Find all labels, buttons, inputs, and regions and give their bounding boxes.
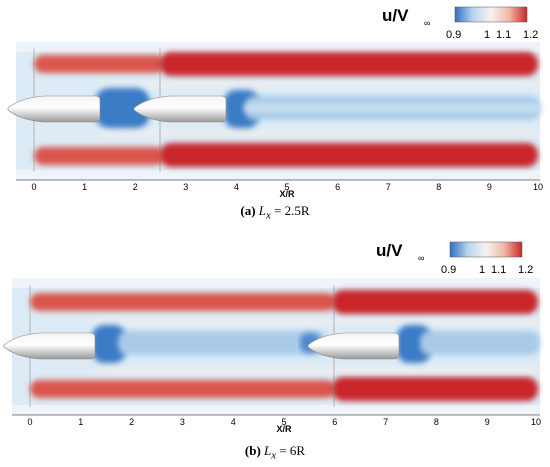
x-tick: 10 [533, 182, 543, 192]
colorbar-title-sub: ∞ [424, 18, 430, 28]
x-tick: 7 [383, 417, 388, 427]
colorbar-tick: 1 [479, 264, 485, 276]
x-axis-label: X/R [276, 424, 292, 434]
colorbar-tick: 0.9 [441, 264, 456, 276]
x-tick: 8 [436, 182, 441, 192]
figure-panel-a: u/V ∞ 0.9 1 1.1 1.2 [0, 0, 550, 225]
x-tick: 1 [78, 417, 83, 427]
colorbar-gradient [454, 6, 528, 23]
x-tick: 6 [335, 182, 340, 192]
x-tick: 3 [183, 182, 188, 192]
colorbar-a: u/V ∞ 0.9 1 1.1 1.2 [382, 6, 538, 41]
caption-b: (b) Lx = 6R [0, 443, 550, 462]
x-tick: 9 [487, 182, 492, 192]
nacelle-body [7, 95, 101, 123]
x-tick: 2 [129, 417, 134, 427]
x-tick: 2 [133, 182, 138, 192]
caption-value: = 6R [279, 443, 306, 458]
x-tick: 4 [231, 417, 236, 427]
caption-expr: L [264, 443, 272, 458]
velocity-field-b [3, 278, 540, 415]
x-axis-a: 0 1 2 3 4 5 6 7 8 9 10 X/R [16, 179, 543, 199]
x-tick: 1 [82, 182, 87, 192]
x-tick: 5 [284, 182, 289, 192]
nacelle-body [133, 95, 227, 123]
x-tick: 0 [27, 417, 32, 427]
colorbar-tick: 1.1 [491, 264, 506, 276]
x-tick: 9 [485, 417, 490, 427]
x-axis-b: 0 1 2 3 4 5 6 7 8 9 10 X/R [12, 414, 541, 434]
velocity-field-a [7, 42, 540, 180]
colorbar-tick: 1.2 [523, 29, 538, 41]
x-tick: 8 [434, 417, 439, 427]
x-tick: 5 [281, 417, 286, 427]
flow-field-plot-b: u/V ∞ 0.9 1 1.1 1.2 [3, 241, 541, 434]
caption-tag: (a) [240, 203, 256, 218]
colorbar-title-sub: ∞ [418, 253, 424, 263]
caption-tag: (b) [244, 443, 261, 458]
x-tick: 4 [234, 182, 239, 192]
caption-a: (a) Lx = 2.5R [0, 203, 550, 222]
nacelle-body [307, 332, 400, 360]
colorbar-tick: 1.1 [496, 29, 511, 41]
x-tick: 0 [31, 182, 36, 192]
colorbar-title: u/V [382, 6, 409, 25]
x-tick: 6 [332, 417, 337, 427]
colorbar-b: u/V ∞ 0.9 1 1.1 1.2 [376, 241, 533, 276]
caption-value: = 2.5R [274, 203, 310, 218]
colorbar-tick: 1 [484, 29, 490, 41]
x-tick: 3 [180, 417, 185, 427]
colorbar-tick: 1.2 [518, 264, 533, 276]
colorbar-tick: 0.9 [446, 29, 461, 41]
caption-sub: x [271, 449, 277, 462]
x-tick: 10 [531, 417, 541, 427]
x-tick: 7 [386, 182, 391, 192]
caption-expr: L [258, 203, 267, 218]
caption-sub: x [266, 209, 271, 222]
x-axis-label: X/R [279, 189, 295, 199]
nacelle-body [3, 332, 96, 360]
flow-field-plot-a: u/V ∞ 0.9 1 1.1 1.2 [7, 6, 543, 199]
figure-panel-b: u/V ∞ 0.9 1 1.1 1.2 [0, 235, 550, 467]
colorbar-title: u/V [376, 241, 403, 260]
colorbar-gradient [449, 241, 523, 258]
